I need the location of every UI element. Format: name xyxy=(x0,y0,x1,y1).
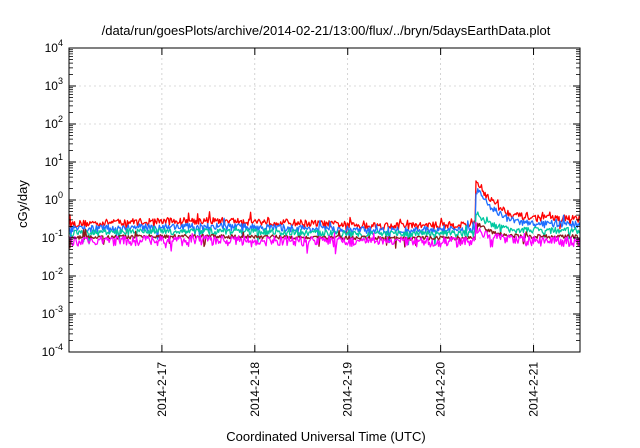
y-tick-label: 10-2 xyxy=(42,266,63,283)
series-line xyxy=(68,222,581,249)
y-tick-label: 104 xyxy=(45,38,63,55)
tick-labels: 10-4 10-3 10-2 10-1 100 101 102 103 104 2014-2-17… xyxy=(42,38,541,417)
y-tick-label: 102 xyxy=(45,114,63,131)
x-tick-label: 2014-2-19 xyxy=(341,362,355,417)
y-tick-label: 103 xyxy=(45,76,63,93)
x-tick-label: 2014-2-18 xyxy=(248,362,262,417)
y-axis-title: cGy/day xyxy=(15,180,30,228)
x-tick-label: 2014-2-21 xyxy=(527,362,541,417)
y-tick-label: 101 xyxy=(45,152,63,169)
y-tick-label: 100 xyxy=(45,190,63,207)
x-tick-label: 2014-2-17 xyxy=(155,362,169,417)
x-axis-title: Coordinated Universal Time (UTC) xyxy=(226,429,425,444)
chart-title: /data/run/goesPlots/archive/2014-02-21/1… xyxy=(102,23,551,38)
x-tick-label: 2014-2-20 xyxy=(434,362,448,417)
grid-lines xyxy=(69,48,580,352)
y-tick-label: 10-1 xyxy=(42,228,63,245)
y-tick-label: 10-4 xyxy=(42,342,63,359)
series-line xyxy=(68,180,581,235)
series-lines xyxy=(68,180,581,255)
y-tick-label: 10-3 xyxy=(42,304,63,321)
series-line xyxy=(68,221,581,255)
series-line xyxy=(68,211,581,247)
axes xyxy=(68,47,581,353)
